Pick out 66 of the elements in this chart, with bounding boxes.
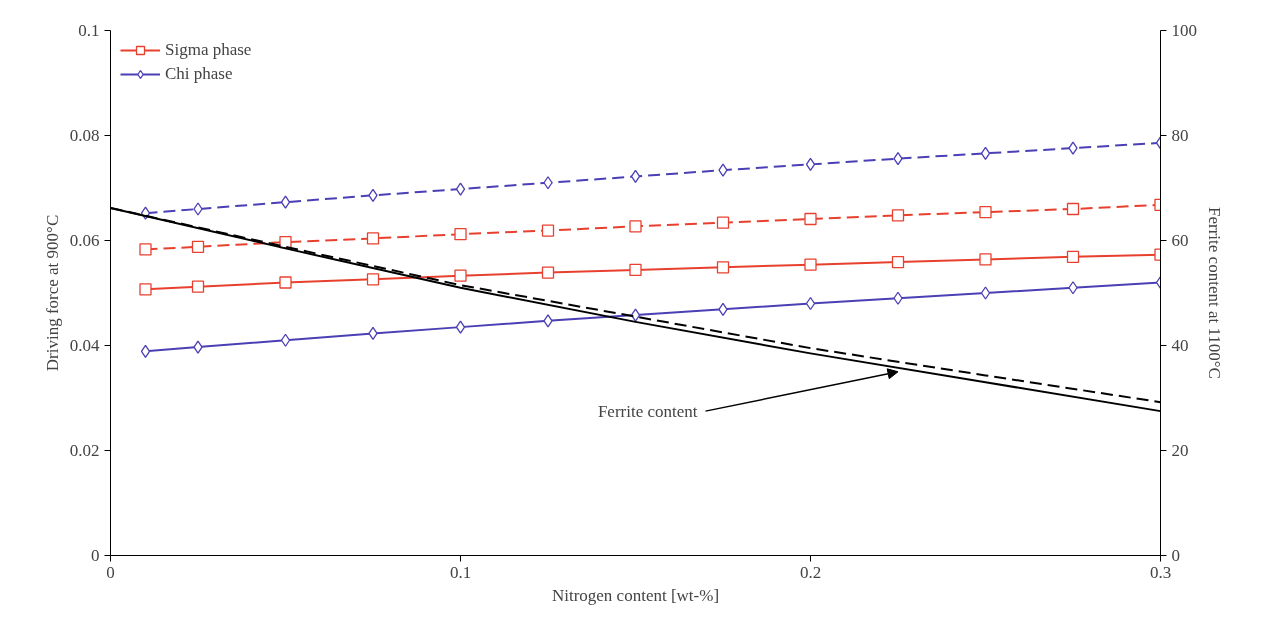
point — [193, 202, 203, 216]
x-tick-label: 0 — [106, 562, 115, 582]
point — [980, 286, 991, 300]
point — [718, 163, 728, 177]
y2-tick-label: 80 — [1171, 126, 1189, 145]
point — [279, 276, 292, 289]
legend-label: Chi phase — [165, 64, 233, 84]
point — [1068, 281, 1078, 295]
point — [804, 258, 817, 271]
point — [140, 344, 151, 358]
x-tick-label: 0.1 — [449, 562, 472, 582]
point — [541, 224, 555, 237]
point — [543, 176, 553, 190]
point — [191, 280, 205, 293]
point — [541, 266, 555, 279]
point — [805, 296, 816, 311]
point — [893, 291, 903, 305]
y-tick-label: 0.04 — [69, 336, 100, 355]
point — [366, 273, 380, 286]
point — [139, 283, 152, 296]
point — [980, 146, 991, 160]
y2-tick-label: 60 — [1171, 231, 1189, 250]
x-tick-label: 0.2 — [799, 562, 822, 582]
point — [454, 269, 467, 282]
x-tick-label: 0.3 — [1149, 562, 1172, 582]
y2-tick-label: 100 — [1171, 21, 1197, 40]
annotation: Ferrite content — [597, 401, 698, 421]
y2-axis-title: Ferrite content at 1100°C — [1205, 207, 1224, 379]
point — [454, 228, 467, 241]
point — [979, 253, 992, 266]
point — [891, 255, 905, 269]
point — [368, 188, 378, 202]
y2-tick-label: 40 — [1171, 336, 1189, 355]
point — [630, 169, 641, 184]
point — [1066, 202, 1080, 216]
y-axis-title: Driving force at 900°C — [42, 214, 62, 372]
legend-label: Sigma phase — [165, 40, 252, 60]
y-tick-label: 0.08 — [69, 126, 100, 145]
point — [716, 261, 730, 274]
point — [455, 182, 466, 196]
point — [1068, 141, 1078, 155]
point — [455, 320, 466, 334]
y-tick-label: 0.1 — [78, 21, 100, 40]
y-tick-label: 0.06 — [69, 231, 100, 250]
point — [193, 340, 203, 354]
y2-tick-label: 0 — [1171, 546, 1180, 565]
point — [139, 243, 152, 256]
point — [629, 220, 642, 233]
point — [716, 216, 730, 229]
point — [366, 232, 380, 245]
point — [280, 195, 291, 209]
point — [805, 157, 816, 172]
point — [630, 308, 641, 322]
y-tick-label: 0.02 — [69, 441, 100, 460]
point — [543, 314, 553, 328]
point — [979, 206, 992, 219]
y2-tick-label: 20 — [1171, 441, 1189, 460]
point — [280, 333, 291, 347]
point — [804, 212, 817, 226]
point — [891, 209, 905, 222]
point — [191, 240, 205, 253]
y-tick-label: 0 — [91, 546, 100, 565]
point — [629, 263, 642, 277]
x-axis-title: Nitrogen content [wt-%] — [551, 585, 720, 605]
point — [718, 302, 728, 316]
point — [1066, 250, 1080, 263]
